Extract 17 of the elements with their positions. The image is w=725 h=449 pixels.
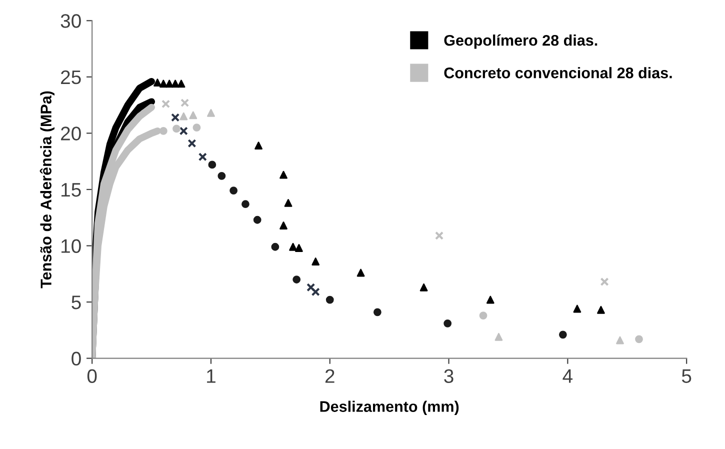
y-tick-label: 30 [60,14,81,28]
y-axis-title: Tensão de Aderência (MPa) [40,91,54,288]
y-tick-label: 15 [62,183,81,197]
y-tick-label: 20 [61,126,81,140]
legend-label: Geopolímero 28 dias. [444,34,598,49]
legend-label: Concreto convencional 28 dias. [444,67,672,78]
x-tick-label: 1 [207,369,216,383]
y-tick-label: 25 [61,70,81,84]
y-tick-label: 5 [72,296,81,310]
x-tick-label: 2 [325,369,334,383]
x-tick-label: 4 [562,369,573,383]
x-tick-label: 0 [87,369,97,383]
x-axis-title: Deslizamento (mm) [320,400,459,415]
x-tick-label: 5 [682,369,692,383]
y-tick-label: 10 [62,239,81,253]
y-tick-label: 0 [72,352,81,366]
x-tick-label: 3 [444,369,454,383]
